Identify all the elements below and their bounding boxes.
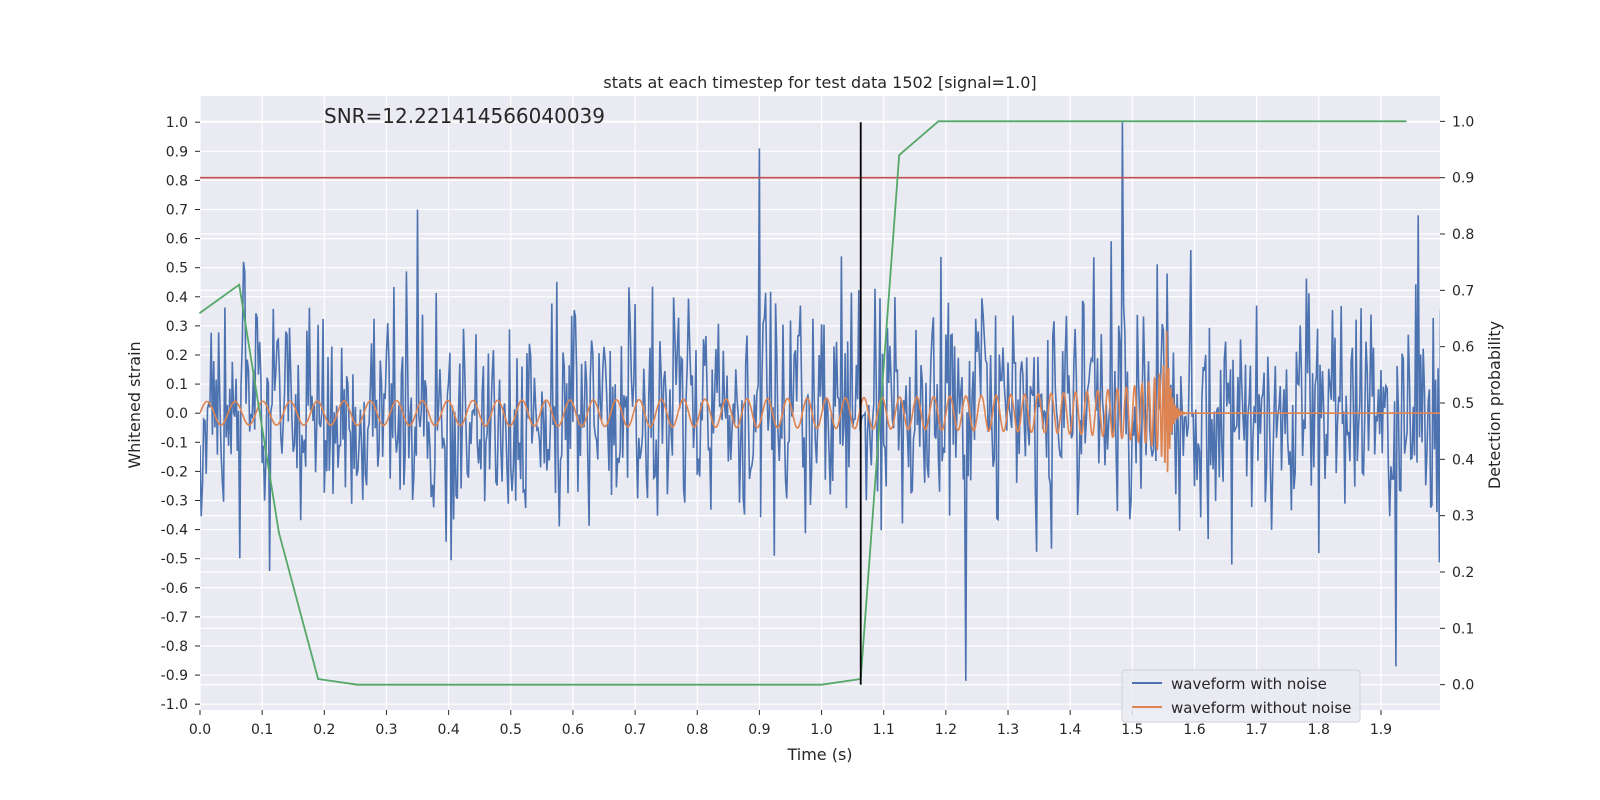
x-tick-label: 0.5	[500, 722, 522, 738]
y-axis-right: 0.0 0.1 0.2 0.3 0.4 0.5 0.6 0.7 0.8 0.9 1.0	[1440, 114, 1474, 694]
detection-point	[317, 678, 319, 680]
y2-axis-label: Detection probability	[1485, 321, 1504, 489]
y-tick-label: -0.5	[161, 552, 188, 568]
y2-tick-label: 0.9	[1452, 171, 1474, 187]
x-tick-label: 1.1	[873, 722, 895, 738]
x-axis-label: Time (s)	[786, 745, 852, 764]
y-tick-label: -0.8	[161, 639, 188, 655]
y-tick-label: 1.0	[166, 115, 188, 131]
y-tick-label: 0.7	[166, 202, 188, 218]
detection-point	[820, 683, 823, 686]
x-axis: 0.0 0.1 0.2 0.3 0.4 0.5 0.6 0.7 0.8 0.9 1.0 1.1 1.2 1…	[189, 710, 1392, 738]
y-tick-label: 0.1	[166, 377, 188, 393]
y2-tick-label: 0.7	[1452, 283, 1474, 299]
y-tick-label: 0.5	[166, 261, 188, 277]
x-tick-label: 0.6	[562, 722, 584, 738]
y2-tick-label: 0.4	[1452, 452, 1474, 468]
y2-tick-label: 0.3	[1452, 509, 1474, 525]
detection-point	[199, 312, 201, 314]
x-tick-label: 1.9	[1370, 722, 1392, 738]
x-tick-label: 1.2	[935, 722, 957, 738]
x-tick-label: 0.7	[624, 722, 646, 738]
y-tick-label: 0.8	[166, 173, 188, 189]
legend-label-noise: waveform with noise	[1171, 675, 1327, 693]
x-tick-label: 0.1	[251, 722, 273, 738]
y-tick-label: -0.7	[161, 610, 188, 626]
series-detection-probability	[199, 120, 1406, 686]
x-tick-label: 0.0	[189, 722, 211, 738]
y2-tick-label: 0.0	[1452, 678, 1474, 694]
y2-tick-label: 0.2	[1452, 565, 1474, 581]
series-noisy-waveform	[200, 122, 1440, 681]
chart-title: stats at each timestep for test data 150…	[603, 73, 1036, 92]
x-tick-label: 1.8	[1308, 722, 1330, 738]
x-tick-label: 0.3	[375, 722, 397, 738]
x-tick-label: 0.2	[313, 722, 335, 738]
y-tick-label: 0.0	[166, 406, 188, 422]
x-tick-label: 1.7	[1246, 722, 1268, 738]
detection-point	[278, 531, 280, 534]
y-tick-label: -0.3	[161, 493, 188, 509]
series-clean-waveform	[200, 331, 1440, 473]
y-tick-label: 0.6	[166, 232, 188, 248]
x-tick-label: 1.3	[997, 722, 1019, 738]
y-tick-label: -0.4	[161, 523, 188, 539]
legend: waveform with noise waveform without noi…	[1121, 669, 1361, 723]
y-tick-label: 0.4	[166, 290, 188, 306]
detection-point	[1404, 120, 1407, 123]
x-tick-label: 1.0	[810, 722, 832, 738]
detection-point	[356, 683, 359, 686]
x-tick-label: 1.6	[1183, 722, 1205, 738]
y-tick-label: -0.9	[161, 668, 188, 684]
x-tick-label: 0.9	[748, 722, 770, 738]
y-tick-label: -0.1	[161, 435, 188, 451]
y-tick-label: 0.2	[166, 348, 188, 364]
y-axis-label: Whitened strain	[125, 341, 144, 468]
y2-tick-label: 0.1	[1452, 621, 1474, 637]
x-tick-label: 1.5	[1121, 722, 1143, 738]
x-tick-label: 1.4	[1059, 722, 1081, 738]
y-tick-label: -1.0	[161, 697, 188, 713]
y-tick-label: -0.6	[161, 581, 188, 597]
grid	[199, 96, 1440, 710]
y2-tick-label: 0.8	[1452, 227, 1474, 243]
legend-box	[1121, 669, 1361, 723]
detection-point	[937, 120, 940, 123]
series-clip	[200, 122, 1440, 681]
x-tick-label: 0.4	[437, 722, 459, 738]
y-axis-left: -1.0 -0.9 -0.8 -0.7 -0.6 -0.5 -0.4 -0.3 -0.2 -0.1…	[161, 115, 200, 713]
y2-tick-label: 0.5	[1452, 396, 1474, 412]
x-tick-label: 0.8	[686, 722, 708, 738]
snr-annotation: SNR=12.221414566040039	[324, 104, 605, 128]
y-tick-label: 0.3	[166, 319, 188, 335]
detection-point	[238, 283, 241, 286]
series-layer	[199, 120, 1440, 686]
y-tick-label: 0.9	[166, 144, 188, 160]
y-tick-label: -0.2	[161, 464, 188, 480]
y2-tick-label: 0.6	[1452, 340, 1474, 356]
legend-label-clean: waveform without noise	[1171, 699, 1351, 717]
detection-point	[898, 154, 901, 157]
y2-tick-label: 1.0	[1452, 114, 1474, 130]
